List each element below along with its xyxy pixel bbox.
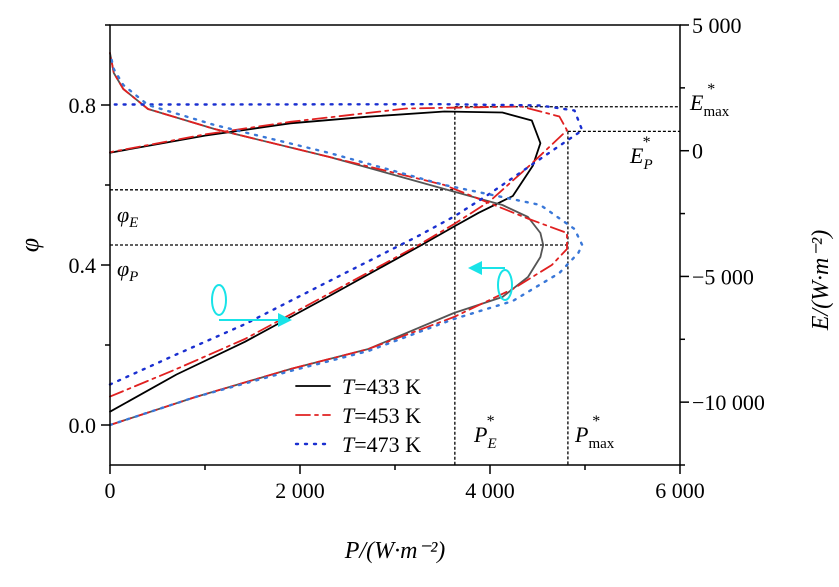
series-group (108, 51, 584, 427)
left-tick-label: 0.0 (69, 413, 97, 438)
legend-label-1: T=453 K (342, 403, 421, 428)
ellipse-marker (211, 284, 227, 316)
legend-label-0: T=433 K (342, 374, 421, 399)
left-axis-indicator (468, 261, 513, 301)
ellipse-marker (497, 269, 513, 301)
series-line-1 (109, 52, 545, 426)
reference-lines (110, 106, 680, 465)
right-axis-indicator (211, 284, 292, 327)
series-line-5 (108, 51, 584, 427)
p-max-star-label: Pmax* (574, 413, 615, 452)
series-line-4 (108, 102, 584, 386)
x-tick-label: 0 (105, 478, 116, 503)
x-tick-label: 6 000 (655, 478, 705, 503)
legend: T=433 K T=453 K T=473 K (294, 374, 421, 457)
series-line-3 (109, 52, 568, 426)
series-line-0 (109, 110, 542, 413)
p-e-star-label: PE* (473, 413, 497, 452)
right-tick-label: −10 000 (692, 390, 765, 415)
ticks-group: 0 2 000 4 000 6 000 0.0 0.4 0.8 5 000 0 −5 000 −10… (69, 13, 765, 503)
e-max-star-label: Emax* (689, 81, 730, 120)
arrowhead-right-icon (278, 313, 292, 327)
right-tick-label: 5 000 (692, 13, 742, 38)
x-tick-label: 4 000 (465, 478, 515, 503)
right-tick-label: −5 000 (692, 264, 754, 289)
x-axis-title: P/(W·m⁻²) (344, 538, 446, 564)
phi-p-label: φP (117, 256, 138, 285)
left-axis-title: φ (15, 238, 44, 252)
legend-label-2: T=473 K (342, 432, 421, 457)
left-tick-label: 0.4 (69, 253, 97, 278)
right-tick-label: 0 (692, 139, 703, 164)
left-tick-label: 0.8 (69, 93, 97, 118)
e-p-star-label: EP* (629, 134, 653, 173)
series-line-2 (109, 105, 568, 398)
phi-e-label: φE (117, 202, 138, 231)
arrowhead-left-icon (468, 261, 482, 275)
right-axis-title: E/(W·m⁻²) (808, 230, 834, 332)
x-tick-label: 2 000 (275, 478, 325, 503)
